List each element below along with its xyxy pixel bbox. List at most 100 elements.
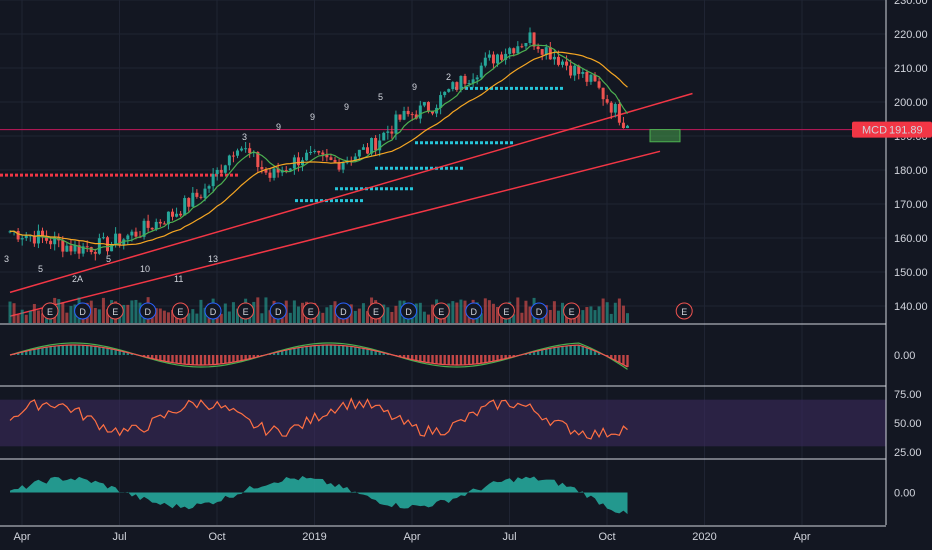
- volume-bar: [106, 309, 109, 323]
- macd-bar: [195, 355, 199, 365]
- candle-body: [467, 83, 471, 85]
- candle-body: [431, 111, 434, 114]
- macd-bar: [597, 352, 601, 355]
- tick-number: 2A: [72, 274, 83, 284]
- event-label: D: [79, 307, 86, 317]
- volume-bar: [552, 301, 556, 323]
- candle-body: [158, 221, 162, 224]
- candle-body: [183, 198, 187, 216]
- candle-body: [390, 131, 394, 134]
- candle-body: [272, 168, 276, 178]
- macd-bar: [187, 355, 190, 365]
- rsi-line: [9, 397, 628, 440]
- event-label: D: [340, 307, 347, 317]
- candle-body: [240, 148, 244, 151]
- volume-bar: [28, 310, 32, 323]
- event-label: E: [243, 307, 249, 317]
- grid: [0, 0, 886, 527]
- macd-bar: [25, 351, 28, 355]
- candle-body: [77, 245, 81, 254]
- volume-bar: [191, 309, 195, 323]
- macd-bar: [354, 347, 357, 355]
- volume-bar: [268, 310, 272, 323]
- candle-body: [223, 165, 227, 173]
- candle-body: [496, 54, 499, 64]
- candle-body: [447, 89, 451, 92]
- price-tick-label: 230.00: [894, 0, 928, 7]
- candle-body: [114, 233, 118, 245]
- macd-bar: [402, 355, 406, 358]
- candle-body: [333, 159, 337, 163]
- candle-body: [613, 104, 617, 113]
- macd-bar: [370, 349, 373, 355]
- macd-bar: [435, 355, 438, 364]
- candle-body: [617, 104, 621, 123]
- volume-bar: [20, 309, 24, 323]
- macd-bar: [41, 347, 44, 355]
- event-circle: [171, 302, 189, 320]
- candle-body: [609, 102, 613, 113]
- macd-bar: [280, 350, 284, 355]
- tick-number: 10: [140, 264, 150, 274]
- event-circle: [269, 302, 287, 320]
- macd-bar: [378, 351, 381, 355]
- volume-bar: [361, 303, 365, 323]
- candle-body: [406, 110, 410, 115]
- candle-body: [162, 223, 166, 225]
- macd-bar: [224, 355, 227, 364]
- volume-bar: [36, 310, 40, 323]
- volume-bar: [418, 302, 422, 323]
- last-price-tag[interactable]: MCD 191.89: [852, 121, 932, 138]
- volume-bar: [585, 307, 589, 323]
- volume-bar: [158, 308, 162, 323]
- macd-bar: [272, 352, 276, 355]
- macd-bar: [467, 355, 471, 365]
- macd-bar: [240, 355, 243, 361]
- oscillator-pane: [10, 476, 628, 515]
- price-candles: [8, 27, 629, 261]
- candle-body: [528, 32, 532, 43]
- candle-body: [36, 230, 40, 244]
- candle-body: [520, 46, 524, 48]
- event-label: E: [373, 307, 379, 317]
- volume-bar: [483, 298, 487, 323]
- candle-body: [552, 56, 556, 60]
- volume-bar: [609, 313, 613, 323]
- candle-body: [569, 65, 573, 76]
- candle-body: [475, 77, 479, 80]
- volume-bar: [479, 313, 483, 323]
- macd-bar: [248, 355, 251, 359]
- volume-bar: [431, 304, 434, 323]
- macd-bar: [85, 345, 89, 355]
- macd-bar: [614, 355, 617, 361]
- candle-body: [439, 95, 443, 108]
- macd-bar: [293, 348, 296, 355]
- macd-bar: [305, 346, 308, 355]
- macd-bar: [532, 351, 536, 355]
- candle-body: [175, 213, 179, 217]
- candle-body: [93, 252, 97, 254]
- macd-bar: [463, 355, 467, 365]
- earnings-marker: E: [675, 302, 693, 320]
- candle-body: [382, 132, 386, 141]
- macd-bar: [244, 355, 247, 360]
- event-label: E: [438, 307, 444, 317]
- candle-body: [487, 54, 491, 58]
- candle-body: [524, 42, 528, 47]
- candle-body: [402, 110, 406, 120]
- candle-body: [41, 230, 44, 237]
- candle-body: [605, 99, 609, 103]
- macd-bar: [366, 349, 369, 355]
- macd-bar: [549, 348, 552, 355]
- candle-body: [585, 72, 589, 82]
- macd-bar: [220, 355, 223, 364]
- volume-bar: [621, 305, 625, 323]
- volume-bar: [260, 313, 264, 323]
- volume-bar: [353, 310, 357, 323]
- volume-bar: [512, 314, 516, 323]
- volume-bar: [459, 299, 463, 323]
- candle-body: [134, 231, 138, 237]
- candle-body: [471, 79, 475, 84]
- event-label: D: [210, 307, 217, 317]
